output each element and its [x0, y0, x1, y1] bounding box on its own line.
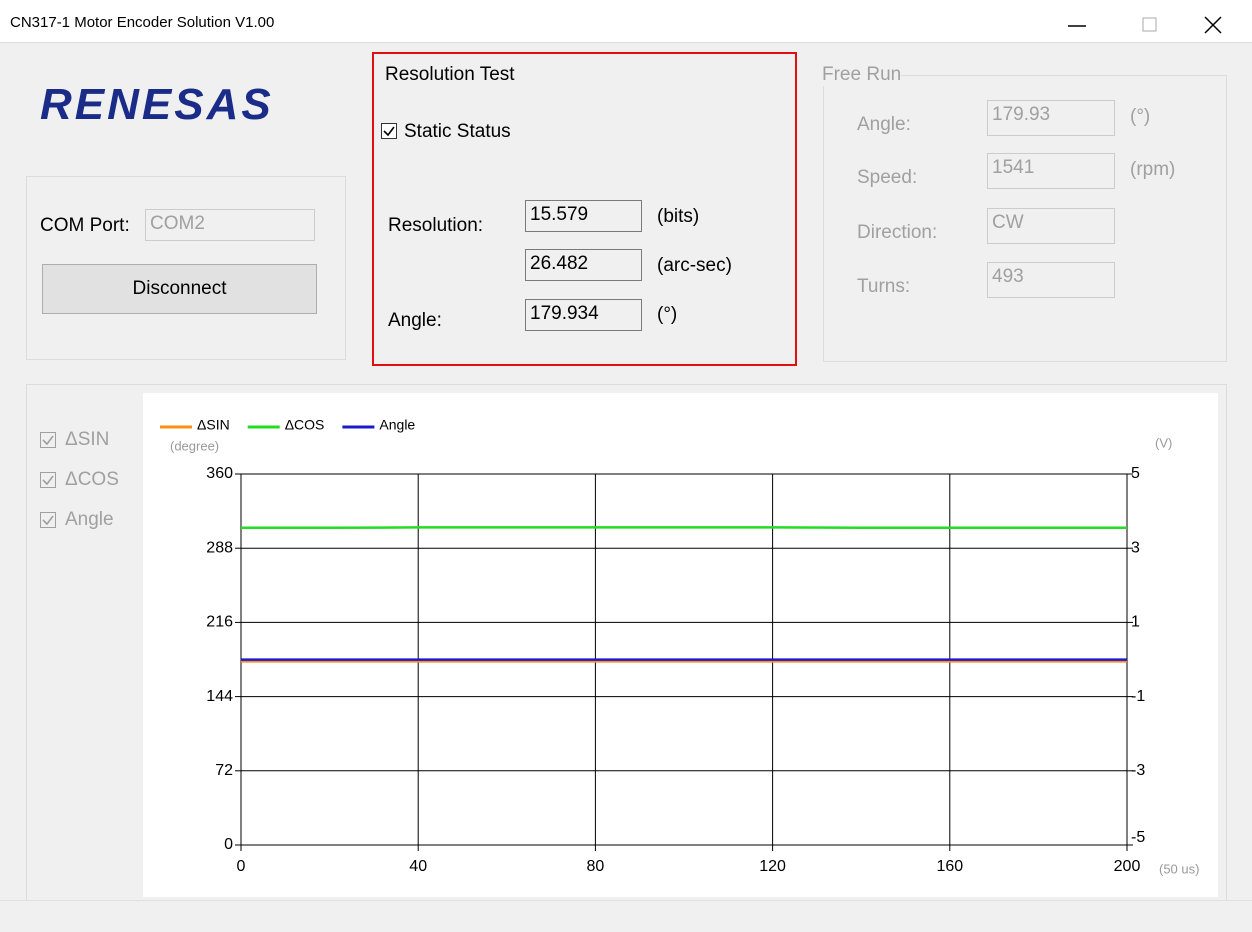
com-port-select[interactable]: COM2 — [145, 209, 315, 241]
free-run-label: Turns: — [857, 276, 910, 298]
y-tick-label: 0 — [224, 836, 233, 853]
x-axis-label: (50 us) — [1159, 861, 1199, 876]
window-controls[interactable] — [1050, 10, 1240, 40]
bits-unit: (bits) — [657, 206, 699, 228]
free-run-field: CW — [987, 208, 1115, 244]
y-tick-label: 216 — [206, 614, 233, 631]
check-mark — [382, 124, 396, 138]
free-run-unit: (°) — [1130, 106, 1150, 128]
y2-tick-label: 3 — [1131, 539, 1140, 556]
arcsec-unit: (arc-sec) — [657, 255, 732, 277]
angle-unit: (°) — [657, 304, 677, 326]
check-mark — [41, 513, 55, 527]
resolution-title: Resolution Test — [385, 64, 515, 86]
angle-field: 179.934 — [525, 299, 642, 331]
arcsec-field: 26.482 — [525, 249, 642, 281]
free-run-label: Direction: — [857, 222, 937, 244]
x-tick-label: 80 — [587, 858, 605, 875]
free-run-title: Free Run — [822, 64, 901, 86]
x-tick-label: 160 — [936, 858, 963, 875]
window-title: CN317-1 Motor Encoder Solution V1.00 — [10, 14, 274, 31]
static-status-checkbox[interactable] — [381, 123, 397, 139]
free-run-field: 1541 — [987, 153, 1115, 189]
y2-axis-label: (V) — [1155, 435, 1172, 450]
resolution-label: Resolution: — [388, 215, 483, 237]
maximize[interactable] — [1143, 18, 1156, 31]
x-tick-label: 40 — [409, 858, 427, 875]
y-tick-label: 72 — [215, 762, 233, 779]
check-mark — [41, 433, 55, 447]
plot-toggle-label[interactable]: ΔSIN — [65, 429, 109, 451]
legend-label: Angle — [379, 417, 415, 433]
static-status-label[interactable]: Static Status — [404, 121, 511, 143]
plot-toggle-checkbox[interactable] — [40, 432, 56, 448]
angle-label: Angle: — [388, 310, 442, 332]
close[interactable] — [1205, 17, 1221, 33]
y-axis-label: (degree) — [170, 438, 219, 453]
y2-tick-label: 1 — [1131, 614, 1140, 631]
plot-toggle-checkbox[interactable] — [40, 472, 56, 488]
check-mark — [41, 473, 55, 487]
legend-label: ΔSIN — [197, 417, 230, 433]
y-tick-label: 144 — [206, 688, 233, 705]
status-bar — [0, 900, 1252, 932]
free-run-unit: (rpm) — [1130, 159, 1175, 181]
plot-toggle-label[interactable]: ΔCOS — [65, 469, 119, 491]
y2-tick-label: -1 — [1131, 688, 1145, 705]
bits-field: 15.579 — [525, 200, 642, 232]
plot-toggle-label[interactable]: Angle — [65, 509, 114, 531]
y-tick-label: 288 — [206, 539, 233, 556]
chart: 0 72 144 216 288 360 -5 -3 -1 1 3 5 0 40 80 120 160 200 (d… — [143, 393, 1218, 897]
y2-tick-label: -5 — [1131, 829, 1145, 846]
free-run-label: Angle: — [857, 114, 911, 136]
x-tick-label: 120 — [759, 858, 786, 875]
button-disconnect[interactable]: Disconnect — [42, 264, 317, 314]
plot-toggle-checkbox[interactable] — [40, 512, 56, 528]
x-tick-label: 200 — [1114, 858, 1141, 875]
legend-label: ΔCOS — [285, 417, 325, 433]
free-run-field: 179.93 — [987, 100, 1115, 136]
com-port-label: COM Port: — [40, 215, 130, 237]
y2-tick-label: -3 — [1131, 762, 1145, 779]
y-tick-label: 360 — [206, 465, 233, 482]
y2-tick-label: 5 — [1131, 465, 1140, 482]
x-tick-label: 0 — [237, 858, 246, 875]
free-run-field: 493 — [987, 262, 1115, 298]
free-run-label: Speed: — [857, 167, 917, 189]
logo: RENESAS — [40, 80, 274, 130]
